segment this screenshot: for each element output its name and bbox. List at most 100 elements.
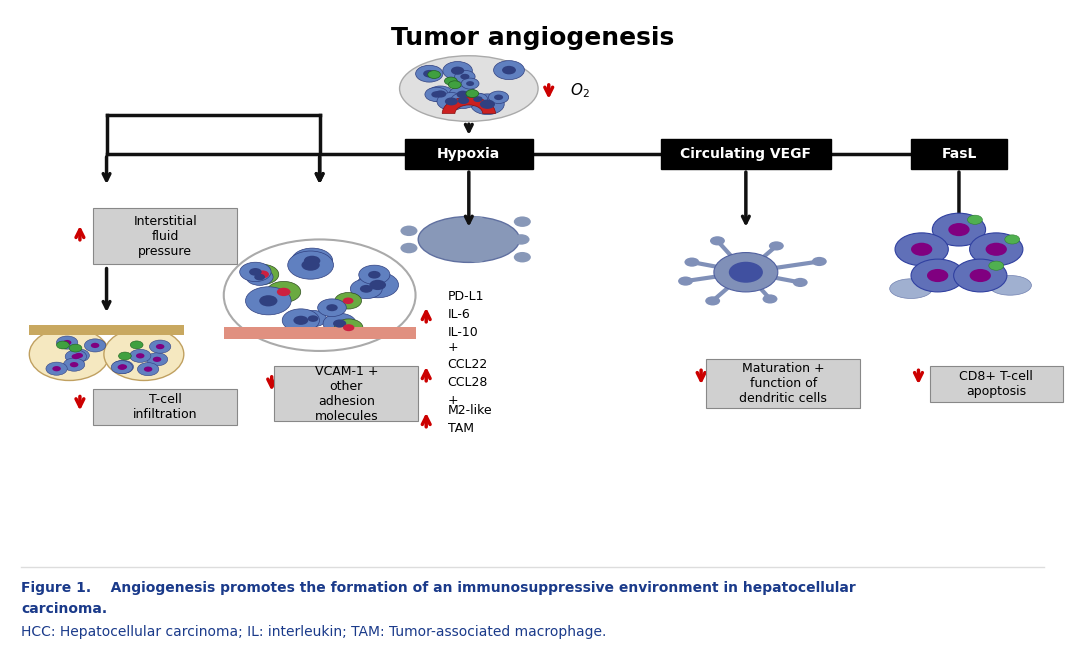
FancyBboxPatch shape bbox=[93, 209, 238, 264]
Circle shape bbox=[356, 272, 399, 298]
Circle shape bbox=[303, 256, 321, 266]
Circle shape bbox=[318, 299, 347, 316]
Circle shape bbox=[968, 215, 983, 224]
FancyBboxPatch shape bbox=[912, 139, 1007, 169]
Circle shape bbox=[989, 261, 1003, 270]
Circle shape bbox=[714, 253, 778, 292]
Text: CCL22
CCL28: CCL22 CCL28 bbox=[447, 358, 488, 390]
Circle shape bbox=[65, 350, 86, 363]
Circle shape bbox=[480, 100, 495, 109]
Text: VCAM-1 +
other
adhesion
molecules: VCAM-1 + other adhesion molecules bbox=[314, 365, 378, 422]
Circle shape bbox=[494, 94, 503, 100]
Circle shape bbox=[333, 319, 347, 327]
Circle shape bbox=[287, 251, 334, 279]
Circle shape bbox=[68, 349, 90, 362]
Circle shape bbox=[710, 236, 725, 245]
Circle shape bbox=[75, 353, 83, 358]
FancyBboxPatch shape bbox=[930, 366, 1063, 401]
Text: M2-like
TAM: M2-like TAM bbox=[447, 404, 492, 436]
Circle shape bbox=[240, 262, 271, 281]
Circle shape bbox=[52, 366, 60, 371]
Circle shape bbox=[416, 66, 443, 82]
Ellipse shape bbox=[104, 328, 184, 380]
Circle shape bbox=[912, 259, 964, 292]
Circle shape bbox=[136, 353, 145, 358]
Circle shape bbox=[84, 339, 106, 352]
Circle shape bbox=[56, 336, 78, 349]
Circle shape bbox=[457, 91, 469, 98]
Circle shape bbox=[473, 96, 482, 102]
Circle shape bbox=[156, 344, 164, 349]
Circle shape bbox=[119, 364, 127, 369]
Text: $O_2$: $O_2$ bbox=[570, 81, 590, 100]
Circle shape bbox=[91, 343, 99, 348]
FancyBboxPatch shape bbox=[706, 359, 861, 408]
Circle shape bbox=[437, 92, 465, 110]
Circle shape bbox=[259, 295, 278, 306]
Circle shape bbox=[282, 309, 320, 332]
Circle shape bbox=[514, 216, 531, 227]
Circle shape bbox=[401, 243, 418, 253]
Circle shape bbox=[912, 243, 932, 256]
Circle shape bbox=[469, 216, 485, 227]
Ellipse shape bbox=[29, 328, 109, 380]
Circle shape bbox=[468, 93, 487, 106]
Circle shape bbox=[368, 271, 380, 279]
Text: Interstitial
fluid
pressure: Interstitial fluid pressure bbox=[133, 215, 197, 258]
Text: Hypoxia: Hypoxia bbox=[437, 147, 500, 161]
Circle shape bbox=[445, 98, 458, 106]
Circle shape bbox=[130, 349, 151, 362]
Wedge shape bbox=[442, 97, 496, 113]
Circle shape bbox=[267, 281, 300, 302]
Circle shape bbox=[335, 293, 362, 309]
Circle shape bbox=[470, 93, 487, 104]
Ellipse shape bbox=[989, 276, 1031, 295]
Circle shape bbox=[245, 287, 292, 315]
Circle shape bbox=[502, 66, 516, 74]
Circle shape bbox=[685, 258, 700, 267]
Text: +: + bbox=[447, 341, 458, 354]
Circle shape bbox=[428, 71, 441, 79]
Circle shape bbox=[63, 340, 71, 345]
Circle shape bbox=[451, 66, 464, 75]
Text: carcinoma.: carcinoma. bbox=[22, 602, 107, 616]
Circle shape bbox=[119, 352, 132, 360]
Text: PD-L1
IL-6
IL-10: PD-L1 IL-6 IL-10 bbox=[447, 291, 484, 339]
Circle shape bbox=[71, 354, 80, 359]
Circle shape bbox=[986, 243, 1007, 256]
Circle shape bbox=[254, 274, 265, 280]
Circle shape bbox=[131, 341, 143, 349]
Circle shape bbox=[488, 91, 509, 104]
Text: Maturation +
function of
dendritic cells: Maturation + function of dendritic cells bbox=[739, 362, 827, 405]
Circle shape bbox=[812, 257, 827, 266]
Circle shape bbox=[895, 233, 948, 266]
Text: Tumor angiogenesis: Tumor angiogenesis bbox=[391, 26, 674, 51]
Circle shape bbox=[301, 260, 320, 271]
Text: Circulating VEGF: Circulating VEGF bbox=[680, 147, 811, 161]
FancyBboxPatch shape bbox=[224, 327, 416, 339]
Circle shape bbox=[465, 90, 478, 98]
FancyBboxPatch shape bbox=[274, 365, 418, 421]
Circle shape bbox=[111, 361, 133, 374]
Circle shape bbox=[423, 70, 435, 77]
Circle shape bbox=[152, 357, 161, 362]
Circle shape bbox=[323, 314, 356, 334]
Circle shape bbox=[294, 316, 308, 325]
Circle shape bbox=[360, 285, 373, 293]
Circle shape bbox=[769, 241, 784, 251]
Circle shape bbox=[137, 363, 159, 376]
Text: CD8+ T-cell
apoptosis: CD8+ T-cell apoptosis bbox=[959, 370, 1034, 398]
Circle shape bbox=[335, 319, 363, 337]
Circle shape bbox=[450, 92, 476, 108]
Circle shape bbox=[494, 60, 525, 79]
Circle shape bbox=[445, 77, 457, 85]
Circle shape bbox=[762, 295, 778, 304]
Circle shape bbox=[705, 297, 720, 306]
Circle shape bbox=[434, 91, 446, 98]
Circle shape bbox=[69, 344, 82, 352]
FancyBboxPatch shape bbox=[93, 388, 238, 425]
Circle shape bbox=[932, 213, 986, 246]
Circle shape bbox=[443, 62, 472, 80]
FancyBboxPatch shape bbox=[29, 325, 109, 335]
Text: FasL: FasL bbox=[942, 147, 976, 161]
